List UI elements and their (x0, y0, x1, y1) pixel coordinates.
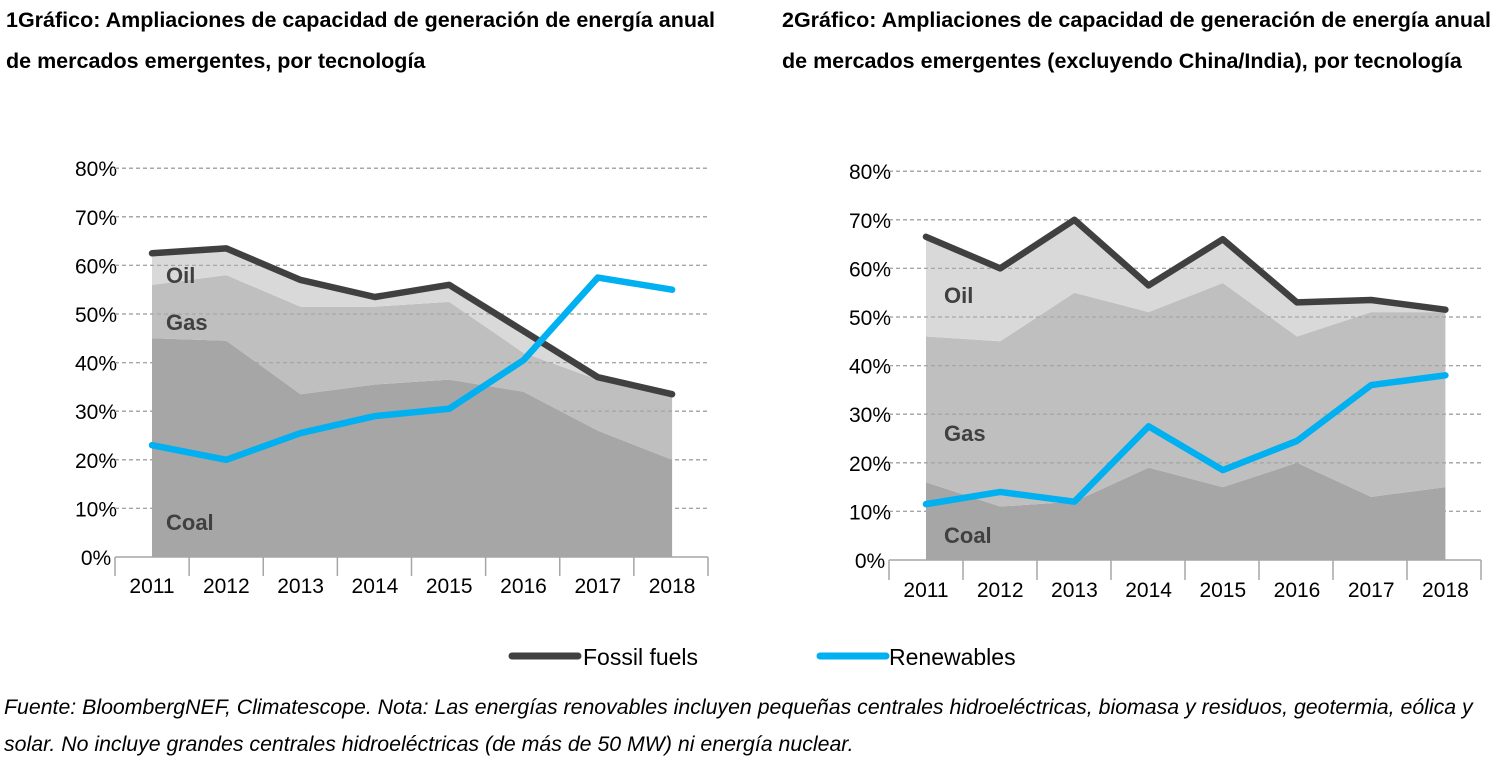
area-label-gas: Gas (166, 310, 208, 335)
y-tick-label: 20% (75, 450, 117, 473)
area-label-coal: Coal (944, 523, 992, 548)
y-tick-label: 70% (849, 210, 891, 233)
legend-fossil-label: Fossil fuels (583, 644, 698, 670)
area-oil (152, 250, 673, 397)
y-tick-label: 60% (75, 255, 117, 278)
area-label-gas: Gas (944, 421, 986, 446)
x-tick-label: 2016 (500, 575, 547, 598)
x-tick-label: 2016 (1274, 579, 1321, 602)
y-tick-label: 40% (849, 356, 891, 379)
x-tick-label: 2017 (574, 575, 621, 598)
source-note: Fuente: BloombergNEF, Climatescope. Nota… (4, 695, 1473, 756)
legend-renewables-label: Renewables (889, 644, 1016, 670)
y-tick-label: 40% (75, 353, 117, 376)
y-tick-label: 0% (855, 550, 885, 573)
y-tick-label: 20% (849, 453, 891, 476)
x-tick-label: 2012 (977, 579, 1024, 602)
area-label-oil: Oil (166, 263, 195, 288)
area-gas (152, 275, 673, 460)
y-tick-label: 10% (75, 498, 117, 521)
x-tick-label: 2014 (352, 575, 399, 598)
y-tick-label: 80% (849, 161, 891, 184)
x-tick-label: 2018 (1422, 579, 1469, 602)
chart-2-title: 2Gráfico: Ampliaciones de capacidad de g… (782, 8, 1491, 73)
y-tick-label: 50% (75, 304, 117, 327)
x-tick-label: 2013 (277, 575, 324, 598)
area-coal (152, 338, 673, 557)
x-tick-label: 2011 (903, 579, 948, 602)
x-tick-label: 2014 (1125, 579, 1172, 602)
y-tick-label: 10% (849, 501, 891, 524)
y-tick-label: 30% (75, 401, 117, 424)
y-tick-label: 30% (849, 404, 891, 427)
x-tick-label: 2015 (426, 575, 473, 598)
y-tick-label: 70% (75, 207, 117, 230)
chart-1-title: 1Gráfico: Ampliaciones de capacidad de g… (6, 8, 715, 73)
area-oil (926, 219, 1446, 342)
y-tick-label: 50% (849, 307, 891, 330)
y-tick-label: 60% (849, 258, 891, 281)
y-tick-label: 0% (81, 547, 111, 570)
line-renewables (922, 372, 1449, 508)
x-tick-label: 2012 (203, 575, 250, 598)
line-fossil-fuels (148, 245, 676, 398)
area-label-oil: Oil (944, 283, 973, 308)
x-tick-label: 2015 (1199, 579, 1246, 602)
x-tick-label: 2011 (129, 575, 174, 598)
x-tick-label: 2013 (1051, 579, 1098, 602)
y-tick-label: 80% (75, 158, 117, 181)
line-renewables (148, 274, 676, 464)
line-fossil-fuels (922, 216, 1449, 313)
x-tick-label: 2018 (649, 575, 696, 598)
area-label-coal: Coal (166, 510, 214, 535)
x-tick-label: 2017 (1348, 579, 1395, 602)
area-gas (926, 282, 1446, 507)
